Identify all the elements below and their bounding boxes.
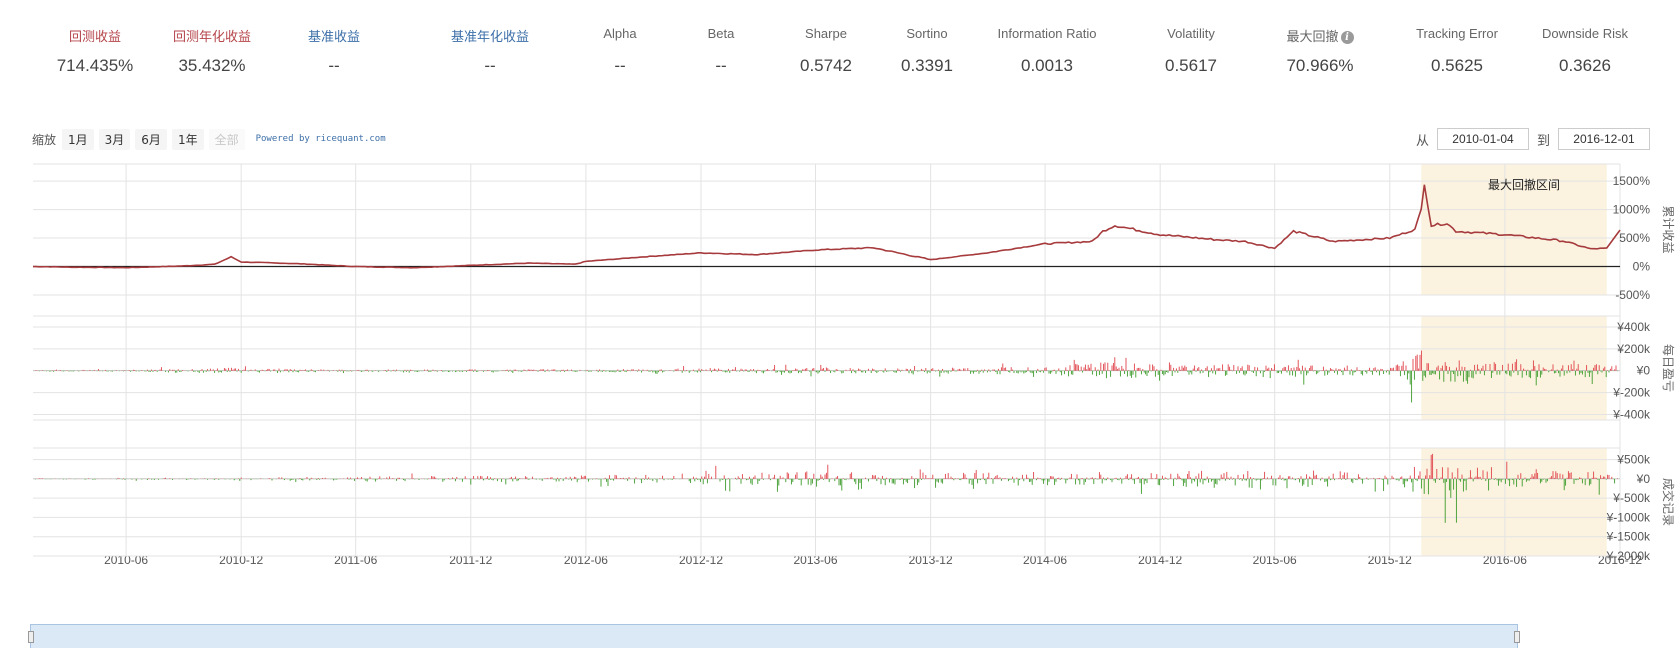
metric-label: 基准收益	[307, 29, 360, 44]
range-from-input[interactable]	[1436, 128, 1529, 150]
navigator-right-handle[interactable]	[1514, 631, 1520, 643]
metrics-row: 回测收益 714.435% 回测年化收益 35.432% 基准收益 -- 基准年…	[0, 0, 1676, 100]
metric-label: Volatility	[1167, 26, 1215, 41]
zoom-all-button[interactable]: 全部	[208, 128, 245, 150]
metric-label: Downside Risk	[1542, 26, 1628, 41]
metric-label: Sharpe	[805, 26, 847, 41]
zoom-label: 缩放	[32, 132, 57, 147]
y-axis-title: 每日盈亏	[1661, 344, 1676, 392]
drawdown-band	[1421, 316, 1607, 420]
x-tick-label: 2013-12	[909, 553, 953, 567]
metric-label: 回测收益	[68, 29, 121, 44]
zoom-6m-button[interactable]: 6月	[135, 128, 167, 150]
x-tick-label: 2015-12	[1368, 553, 1412, 567]
metric-value: 35.432%	[178, 56, 246, 75]
info-icon[interactable]: i	[1340, 31, 1354, 45]
x-tick-label: 2010-06	[104, 553, 148, 567]
y-tick-label: 500%	[1619, 231, 1650, 245]
y-tick-label: ¥-1500k	[1606, 530, 1651, 544]
y-tick-label: ¥0	[1636, 364, 1651, 378]
x-tick-label: 2010-12	[219, 553, 263, 567]
y-tick-label: 1500%	[1613, 174, 1651, 188]
metric-label: Beta	[707, 26, 735, 41]
y-axis-title: 累计收益	[1661, 205, 1675, 253]
metric-label: 最大回撤 i	[1240, 26, 1400, 45]
y-tick-label: 0%	[1633, 260, 1651, 274]
y-tick-label: ¥-1000k	[1606, 510, 1651, 524]
x-tick-label: 2013-06	[793, 553, 837, 567]
metric-label: Tracking Error	[1416, 26, 1498, 41]
x-tick-label: 2011-12	[449, 553, 492, 567]
zoom-3m-button[interactable]: 3月	[98, 128, 131, 150]
metric-label-text: 最大回撤	[1286, 29, 1339, 44]
y-tick-label: ¥400k	[1616, 320, 1651, 334]
y-tick-label: 1000%	[1613, 203, 1651, 217]
zoom-bar: 缩放 1月 3月 6月 1年 全部 Powered by ricequant.c…	[32, 128, 386, 150]
range-navigator[interactable]	[28, 624, 1520, 648]
date-range: 从 到	[1408, 127, 1650, 151]
x-tick-label: 2012-12	[679, 553, 723, 567]
powered-by-link[interactable]: Powered by ricequant.com	[255, 134, 386, 144]
backtest-chart[interactable]: 2010-06 2010-12 2011-06 2011-12 2012-06 2012-…	[0, 150, 1676, 625]
y-tick-label: ¥-200k	[1612, 386, 1651, 400]
metric-value: --	[328, 56, 340, 75]
metric-value: --	[614, 56, 626, 75]
drawdown-band	[1421, 164, 1607, 295]
y-tick-label: ¥-500k	[1612, 491, 1651, 505]
metric-label: 基准年化收益	[450, 29, 529, 44]
y-tick-label: ¥0	[1636, 472, 1651, 486]
navigator-left-handle[interactable]	[28, 631, 34, 643]
metric-label: 回测年化收益	[172, 29, 251, 44]
metric-value: 0.3626	[1559, 56, 1611, 75]
x-tick-label: 2011-06	[334, 553, 377, 567]
y-tick-label: -500%	[1615, 288, 1650, 302]
y-tick-label: ¥-400k	[1612, 408, 1651, 422]
metric-value: --	[484, 56, 496, 75]
x-tick-label: 2015-06	[1253, 553, 1297, 567]
range-to-label: 到	[1536, 133, 1550, 149]
x-tick-label: 2012-06	[564, 553, 608, 567]
metric-label: Alpha	[603, 26, 637, 41]
zoom-1m-button[interactable]: 1月	[62, 128, 94, 150]
metric-value: 0.5617	[1165, 56, 1217, 75]
range-to-input[interactable]	[1558, 128, 1650, 150]
x-tick-label: 2014-06	[1023, 553, 1067, 567]
range-from-label: 从	[1415, 133, 1429, 149]
y-axis-title: 成交记录	[1661, 478, 1676, 526]
drawdown-annotation: 最大回撤区间	[1488, 177, 1560, 192]
metric-label: Information Ratio	[997, 26, 1097, 41]
y-tick-label: ¥500k	[1616, 453, 1651, 467]
metric-value: 714.435%	[56, 56, 134, 75]
metric-value: 0.3391	[901, 56, 953, 75]
y-tick-label: ¥200k	[1616, 342, 1651, 356]
zoom-1y-button[interactable]: 1年	[171, 128, 204, 150]
cumulative-return-line	[32, 184, 1621, 269]
metric-value: 0.0013	[1021, 56, 1073, 75]
metric-value: 70.966%	[1286, 56, 1354, 75]
metric-value: 0.5742	[800, 56, 852, 75]
x-tick-label: 2014-12	[1138, 553, 1182, 567]
metric-value: 0.5625	[1431, 56, 1483, 75]
x-tick-label: 2016-06	[1483, 553, 1527, 567]
metric-label: Sortino	[906, 26, 948, 41]
y-tick-label: ¥-2000k	[1606, 549, 1651, 563]
metric-value: --	[715, 56, 727, 75]
drawdown-band	[1421, 448, 1607, 556]
